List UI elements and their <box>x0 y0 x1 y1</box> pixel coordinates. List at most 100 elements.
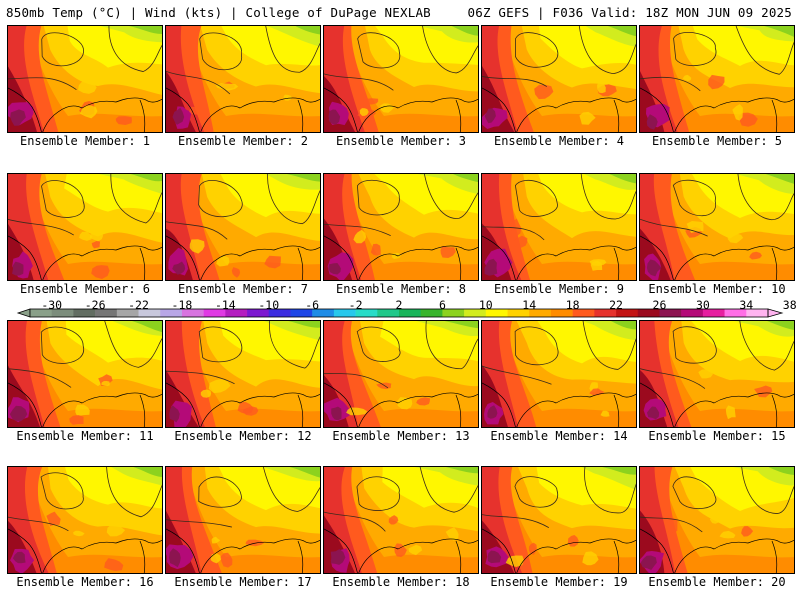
coastline <box>482 528 636 573</box>
peninsula-coast <box>297 394 304 427</box>
temperature-patch <box>515 409 532 418</box>
contour-line <box>578 26 636 75</box>
gulf-coastline <box>42 538 162 573</box>
temperature-patch <box>667 517 678 534</box>
colorbar-swatch <box>442 309 465 317</box>
coastline <box>166 382 320 427</box>
maroon-region <box>12 261 24 276</box>
contour-line <box>324 223 391 236</box>
colorbar-tick-label: -6 <box>305 298 320 312</box>
colorbar-graphic <box>16 308 784 318</box>
contour-line <box>262 467 320 512</box>
border-line <box>482 528 516 573</box>
ensemble-member-label: Ensemble Member: 18 <box>332 575 470 589</box>
contour-lines <box>640 321 794 389</box>
coastline <box>482 235 636 280</box>
contour-lines <box>482 26 636 87</box>
contour-ring <box>40 472 84 510</box>
gulf-coastline <box>200 392 320 427</box>
coastline <box>166 235 320 280</box>
temperature-patch <box>69 415 84 425</box>
temperature-patch <box>510 218 522 237</box>
ensemble-member-label: Ensemble Member: 13 <box>332 429 470 443</box>
yellow-green-region <box>581 467 636 490</box>
contour-line <box>640 218 708 237</box>
gulf-coastline <box>516 97 636 132</box>
temperature-patch <box>394 543 407 557</box>
maroon-region <box>487 550 502 564</box>
contour-line <box>640 76 701 92</box>
contour-line <box>110 174 162 224</box>
temperature-patch <box>89 231 103 242</box>
colorbar-tick-label: 26 <box>652 298 667 312</box>
colorbar-swatch <box>550 309 573 317</box>
contour-line <box>8 516 69 532</box>
green-region <box>434 467 478 474</box>
colorbar-left-arrow <box>16 308 31 318</box>
ensemble-member-label: Ensemble Member: 16 <box>16 575 154 589</box>
yellow-green-region <box>267 26 320 47</box>
ensemble-map <box>639 466 795 574</box>
contour-line <box>640 516 703 533</box>
temperature-colorbar: -30 -26 -22 -18 -14 -10 -6 -2 2 6 10 14 18 22 26 30 34 38… <box>0 288 800 328</box>
contour-ring <box>40 326 84 364</box>
peninsula-coast <box>613 540 620 573</box>
temperature-map-graphic <box>166 174 320 280</box>
contour-lines <box>482 321 636 385</box>
peninsula-coast <box>455 247 462 280</box>
coastline <box>640 528 794 573</box>
colorbar-tick-label: 10 <box>478 298 493 312</box>
contour-lines <box>8 26 162 91</box>
green-region <box>128 174 162 182</box>
contour-lines <box>324 321 478 389</box>
border-line <box>324 382 358 427</box>
temperature-patch <box>91 265 110 279</box>
colorbar-tick-label: 34 <box>739 298 754 312</box>
temperature-patch <box>727 233 744 244</box>
colorbar-outline <box>29 308 769 318</box>
coastline <box>640 235 794 280</box>
gulf-coastline <box>358 538 478 573</box>
temperature-patch <box>590 260 603 271</box>
contour-lines <box>8 174 162 236</box>
green-region <box>438 174 478 183</box>
border-line <box>482 382 516 427</box>
contour-ring <box>356 326 401 362</box>
coastline <box>640 87 794 132</box>
ensemble-map <box>165 173 321 281</box>
maroon-region <box>484 258 498 276</box>
colorbar-tick-label: -22 <box>128 298 149 312</box>
yellow-green-region <box>735 174 794 194</box>
peninsula-coast <box>297 540 304 573</box>
colorbar-swatch <box>95 309 118 317</box>
gulf-coastline <box>516 245 636 280</box>
contour-lines <box>482 174 636 241</box>
border-line <box>324 528 358 573</box>
colorbar-tick-label: -10 <box>258 298 280 312</box>
colorbar-tick-label: 22 <box>609 298 623 312</box>
gulf-coastline <box>516 538 636 573</box>
border-line <box>8 235 42 280</box>
maroon-region <box>328 109 341 125</box>
contour-ring <box>672 476 717 510</box>
maroon-region <box>169 548 181 568</box>
temperature-patch <box>216 255 230 267</box>
temperature-map-graphic <box>640 174 794 280</box>
coastline <box>640 382 794 427</box>
ensemble-member-label: Ensemble Member: 10 <box>648 282 786 296</box>
temperature-map-graphic <box>640 467 794 573</box>
ensemble-map <box>7 25 163 133</box>
ensemble-member-label: Ensemble Member: 19 <box>490 575 628 589</box>
peninsula-coast <box>455 394 462 427</box>
temperature-patch <box>211 536 221 544</box>
contour-ring <box>514 326 559 366</box>
colorbar-swatch <box>333 309 356 317</box>
ensemble-member-label: Ensemble Member: 14 <box>490 429 628 443</box>
coastline <box>8 382 162 427</box>
coastline <box>8 528 162 573</box>
border-line <box>166 235 200 280</box>
ensemble-member-label: Ensemble Member: 7 <box>177 282 309 296</box>
border-line <box>482 235 516 280</box>
gulf-coastline <box>358 97 478 132</box>
colorbar-tick-label: -2 <box>348 298 363 312</box>
